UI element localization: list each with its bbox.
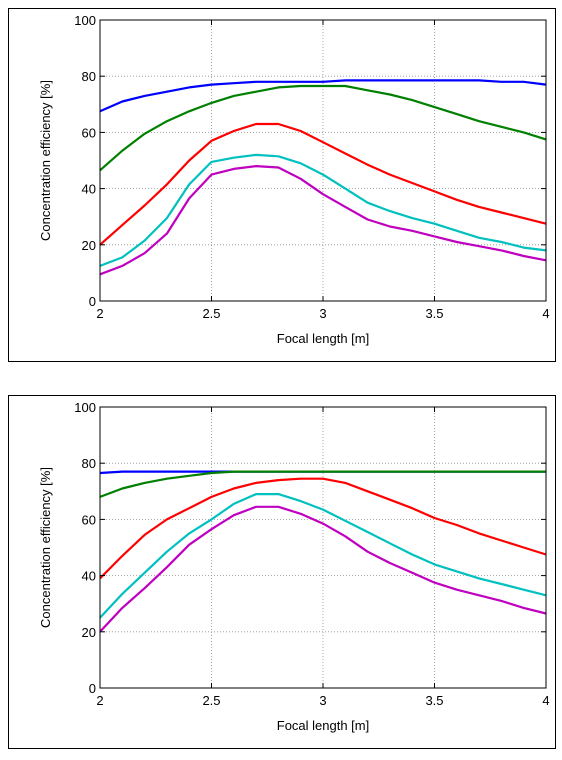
y-tick-label: 100 [74,13,96,28]
y-tick-label: 60 [82,512,96,527]
x-tick-label: 2 [96,693,103,708]
y-axis-label: Concentration efficiency [%] [38,467,53,628]
x-axis-label: Focal length [m] [277,718,370,733]
y-tick-label: 40 [82,182,96,197]
x-tick-label: 4 [542,693,549,708]
x-tick-label: 2.5 [202,693,220,708]
y-tick-label: 80 [82,69,96,84]
y-tick-label: 0 [89,681,96,696]
y-tick-label: 20 [82,625,96,640]
x-tick-label: 3.5 [425,693,443,708]
series-line-3 [99,122,547,246]
x-axis-label: Focal length [m] [277,331,370,346]
x-tick-label: 2.5 [202,306,220,321]
chart-panel-bottom: 2 2.5 3 3.5 4 0 20 40 60 80 100 Focal length [m] Con… [8,395,556,749]
y-tick-label: 20 [82,238,96,253]
y-tick-label: 80 [82,456,96,471]
y-tick-label: 100 [74,400,96,415]
x-tick-label: 3 [319,693,326,708]
x-tick-label: 3.5 [425,306,443,321]
series-line-2 [99,470,546,498]
x-tick-label: 3 [319,306,326,321]
series-line-4 [99,492,547,619]
chart-panel-top: 2 2.5 3 3.5 4 0 20 40 60 80 100 Focal length [m] Con… [8,8,556,362]
series-line-3 [99,477,547,580]
x-tick-label: 4 [542,306,549,321]
series-line-5 [99,165,547,276]
y-tick-label: 60 [82,125,96,140]
series-line-5 [99,505,547,633]
y-tick-label: 0 [89,294,96,309]
series-line-4 [99,153,547,267]
y-axis-label: Concentration efficiency [%] [38,80,53,241]
x-tick-label: 2 [96,306,103,321]
y-tick-label: 40 [82,569,96,584]
series-line-2 [99,84,547,172]
series-line-1 [99,79,547,113]
